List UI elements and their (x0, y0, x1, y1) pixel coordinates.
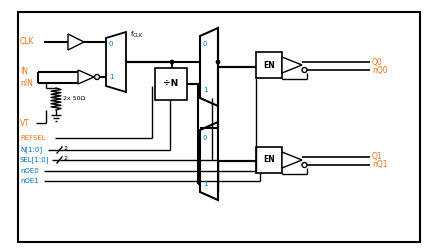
Text: EN: EN (263, 155, 275, 165)
Polygon shape (200, 122, 218, 200)
Polygon shape (200, 28, 218, 106)
Text: nOE0: nOE0 (20, 168, 39, 174)
Polygon shape (106, 32, 126, 92)
Circle shape (302, 163, 307, 168)
Text: N[1:0]: N[1:0] (20, 147, 42, 153)
Text: nOE1: nOE1 (20, 178, 39, 184)
Bar (155, 68, 187, 100)
Polygon shape (282, 152, 302, 168)
Text: nQ0: nQ0 (372, 66, 388, 75)
Bar (256, 52, 282, 78)
Text: f$_{\mathsf{CLK}}$: f$_{\mathsf{CLK}}$ (130, 30, 144, 40)
Circle shape (170, 60, 174, 64)
Bar (256, 147, 282, 173)
Text: 1: 1 (109, 74, 113, 80)
Text: 1: 1 (203, 87, 207, 93)
Circle shape (216, 60, 220, 64)
Text: Q1: Q1 (372, 152, 383, 162)
Text: 2x 50Ω: 2x 50Ω (63, 97, 85, 102)
Polygon shape (78, 70, 94, 84)
Text: CLK: CLK (20, 38, 35, 47)
Text: SEL[1:0]: SEL[1:0] (20, 157, 50, 163)
Text: nIN: nIN (20, 79, 33, 87)
Text: 1: 1 (203, 181, 207, 187)
Text: 2: 2 (63, 145, 67, 150)
Text: 0: 0 (109, 41, 113, 47)
Polygon shape (282, 57, 302, 73)
Text: nQ1: nQ1 (372, 161, 388, 170)
Text: IN: IN (20, 68, 28, 77)
Text: REFSEL: REFSEL (20, 135, 46, 141)
Text: Q0: Q0 (372, 57, 383, 67)
Circle shape (302, 68, 307, 73)
Polygon shape (68, 34, 84, 50)
Text: 2: 2 (63, 155, 67, 161)
Text: 0: 0 (203, 41, 207, 47)
Text: EN: EN (263, 60, 275, 70)
Circle shape (95, 75, 99, 79)
Text: VT: VT (20, 118, 30, 128)
Text: ÷N: ÷N (163, 79, 178, 88)
Text: 0: 0 (203, 135, 207, 141)
